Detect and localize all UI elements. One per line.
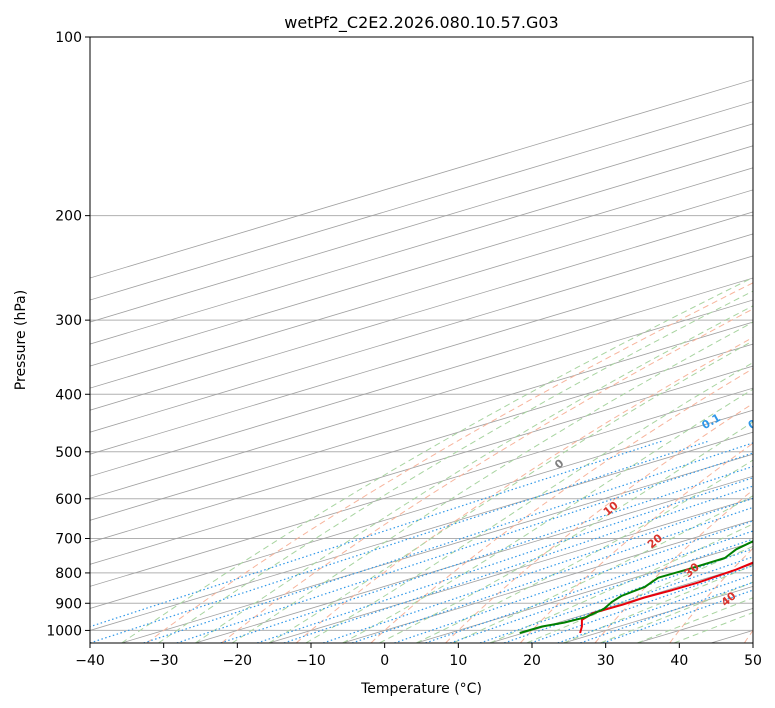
isotherm-line	[90, 409, 753, 609]
x-tick-label: 10	[449, 653, 467, 669]
isotherm-line	[90, 343, 753, 543]
isotherm-line	[90, 299, 753, 499]
moist-adiabat-line	[379, 421, 753, 643]
isotherm-line	[195, 475, 753, 643]
isotherm-line	[90, 255, 753, 455]
y-axis-ticks: 100 200 300 400 500 600 700 800 900 1000	[46, 30, 90, 639]
moist-adiabat-line	[158, 290, 753, 643]
moist-adiabat-line	[342, 388, 753, 643]
dry-adiabat-lines	[146, 282, 753, 643]
isotherm-line	[90, 167, 753, 367]
isotherm-line	[90, 189, 753, 389]
moist-adiabat-line	[416, 459, 753, 643]
mixing-ratio-line	[479, 548, 753, 643]
temperature-profile-line	[579, 561, 753, 634]
x-tick-label: −10	[296, 653, 326, 669]
y-tick-label: 1000	[46, 623, 82, 639]
dry-adiabat-line	[519, 442, 753, 643]
moist-adiabat-line	[268, 340, 753, 643]
isotherm-line	[342, 519, 753, 643]
moist-adiabat-label: 10	[601, 499, 621, 519]
y-tick-label: 300	[55, 313, 82, 329]
moist-adiabat-lines	[121, 276, 753, 643]
y-tick-label: 900	[55, 596, 82, 612]
y-axis-title: Pressure (hPa)	[13, 290, 29, 390]
moist-adiabat-line	[673, 612, 753, 643]
moist-adiabat-label: 30	[682, 560, 702, 580]
isotherm-line	[90, 365, 753, 565]
moist-adiabat-line	[121, 276, 753, 643]
x-tick-label: −20	[223, 653, 253, 669]
y-tick-label: 400	[55, 387, 82, 403]
mixing-ratio-line	[504, 556, 753, 643]
profile-series	[519, 540, 753, 634]
dewpoint-profile-line	[519, 540, 753, 634]
y-tick-label: 500	[55, 445, 82, 461]
mixing-ratio-line	[220, 465, 753, 643]
y-tick-label: 200	[55, 209, 82, 225]
dry-adiabat-line	[370, 367, 753, 643]
isotherm-line	[121, 453, 753, 643]
mixing-ratio-label: 0.1	[699, 411, 722, 432]
mixing-ratio-line	[257, 477, 753, 643]
y-tick-label: 700	[55, 532, 82, 548]
mixing-ratio-line	[283, 485, 753, 643]
moist-adiabat-line	[526, 545, 753, 643]
plot-area: 0.10.20.40.611.52346810131620253036-100-…	[90, 37, 769, 643]
isotherm-line	[90, 123, 753, 323]
isotherm-line	[90, 387, 753, 587]
mixing-ratio-line	[143, 442, 753, 643]
y-tick-label: 800	[55, 566, 82, 582]
x-tick-label: −30	[149, 653, 179, 669]
x-tick-label: 50	[744, 653, 762, 669]
mixing-ratio-label: 0.2	[746, 411, 769, 432]
mixing-ratio-line	[450, 538, 753, 643]
moist-adiabat-line	[600, 581, 753, 643]
moist-adiabat-line	[195, 305, 753, 643]
moist-adiabat-label: 40	[719, 589, 739, 609]
y-tick-label: 600	[55, 492, 82, 508]
chart-title: wetPf2_C2E2.2026.080.10.57.G03	[284, 13, 558, 33]
x-tick-label: −40	[75, 653, 105, 669]
y-tick-label: 100	[55, 30, 82, 46]
moist-adiabat-label: 20	[645, 531, 665, 551]
x-tick-label: 0	[380, 653, 389, 669]
mixing-ratio-line	[176, 452, 753, 643]
mixing-ratio-lines	[90, 440, 753, 643]
dry-adiabat-line	[669, 547, 753, 643]
isotherm-line	[90, 101, 753, 301]
moist-adiabat-line	[563, 564, 753, 643]
moist-adiabat-line	[305, 362, 753, 643]
isotherm-line	[90, 211, 753, 411]
isotherm-line	[90, 321, 753, 521]
x-tick-label: 40	[670, 653, 688, 669]
isotherm-line	[90, 277, 753, 477]
pressure-gridlines	[90, 37, 753, 631]
dry-adiabat-line	[146, 282, 753, 643]
isotherm-line	[90, 233, 753, 433]
moist-adiabat-line	[231, 321, 753, 643]
dry-adiabat-line	[445, 402, 753, 643]
mixing-ratio-line	[602, 589, 753, 643]
x-tick-label: 20	[523, 653, 541, 669]
isotherm-line	[90, 79, 753, 279]
isotherm-line	[90, 145, 753, 345]
isotherm-line	[268, 497, 753, 643]
x-axis-ticks: −40 −30 −20 −10 0 10 20 30 40 50	[75, 643, 762, 669]
plot-frame	[89, 36, 754, 644]
reference-labels: 0.10.20.40.611.52346810131620253036-100-…	[552, 411, 769, 609]
isotherm-lines	[90, 79, 753, 643]
mixing-ratio-line	[394, 520, 753, 643]
mixing-ratio-line	[323, 497, 753, 643]
moist-adiabat-line	[452, 495, 753, 643]
x-axis-title: Temperature (°C)	[360, 681, 482, 697]
mixing-ratio-line	[351, 506, 753, 643]
moist-adiabat-line	[489, 523, 753, 643]
mixing-ratio-line	[425, 530, 753, 643]
moist-adiabat-line	[637, 597, 753, 643]
x-tick-label: 30	[597, 653, 615, 669]
